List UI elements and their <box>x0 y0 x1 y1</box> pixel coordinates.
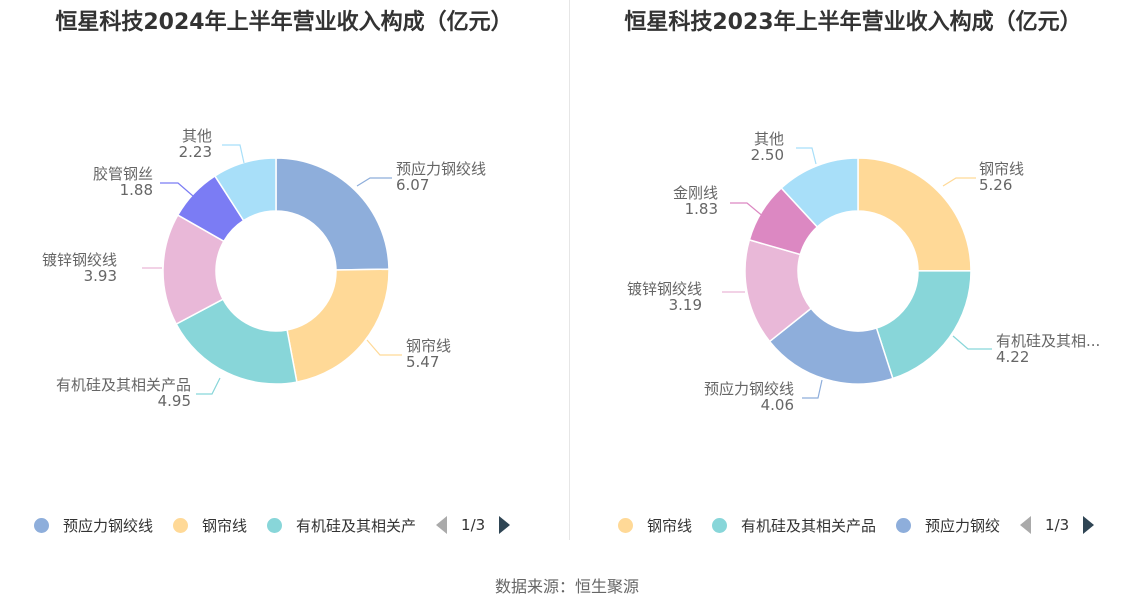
data-source: 数据来源：恒生聚源 <box>494 577 639 596</box>
slice-value-label: 5.26 <box>979 176 1012 194</box>
legend-page-indicator: 1/3 <box>461 516 486 534</box>
legend-marker-icon <box>173 517 189 533</box>
slice-label: 镀锌钢绞线 <box>42 251 117 269</box>
pie-slice[interactable] <box>780 157 859 228</box>
legend-label: 钢帘线 <box>202 516 248 535</box>
legend-marker-icon <box>34 517 49 533</box>
legend-label: 预应力钢绞线 <box>63 516 154 535</box>
legend-item[interactable]: 钢帘线 <box>618 515 692 536</box>
label-leader-line <box>796 147 817 165</box>
slice-value-label: 5.47 <box>406 353 439 371</box>
legend-label: 有机硅及其相关产品 <box>741 516 877 535</box>
slice-value-label: 4.95 <box>158 392 191 410</box>
label-leader-line <box>356 177 392 187</box>
next-page-icon[interactable] <box>499 516 511 534</box>
chart-title: 恒星科技2023年上半年营业收入构成（亿元） <box>624 10 1082 35</box>
label-leader-line <box>802 379 823 399</box>
legend-pager: 1/3 <box>436 516 511 534</box>
pie-slice[interactable] <box>275 157 390 271</box>
legend-item[interactable]: 预应力钢绞 <box>896 515 1000 536</box>
legend-item[interactable]: 预应力钢绞线 <box>34 515 153 536</box>
legend: 预应力钢绞线 钢帘线 有机硅及其相关产 1/3 <box>0 512 602 538</box>
chart-title: 恒星科技2024年上半年营业收入构成（亿元） <box>55 10 513 35</box>
legend-marker-icon <box>618 517 633 533</box>
slice-value-label: 1.88 <box>120 181 153 199</box>
slice-label: 其他 <box>754 130 784 148</box>
slice-label: 镀锌钢绞线 <box>627 280 702 298</box>
slice-value-label: 4.22 <box>996 348 1029 366</box>
slice-label: 钢帘线 <box>979 160 1024 178</box>
legend-pager: 1/3 <box>1020 516 1095 534</box>
label-leader-line <box>730 202 766 219</box>
slice-value-label: 1.83 <box>685 200 718 218</box>
label-leader-line <box>160 182 194 197</box>
slice-value-label: 4.06 <box>761 396 794 414</box>
legend-marker-icon <box>267 517 283 533</box>
slice-value-label: 2.50 <box>751 146 784 164</box>
slice-value-label: 3.19 <box>669 296 702 314</box>
pie-slice[interactable] <box>213 157 277 222</box>
label-leader-line <box>942 177 976 187</box>
slice-label: 预应力钢绞线 <box>704 380 794 398</box>
slice-label: 其他 <box>182 127 212 145</box>
slice-label: 预应力钢绞线 <box>396 160 486 178</box>
legend-label: 钢帘线 <box>647 516 693 535</box>
legend-item[interactable]: 有机硅及其相关产 <box>267 515 416 536</box>
legend-label: 有机硅及其相关产 <box>296 516 417 535</box>
pie-slice[interactable] <box>857 157 972 272</box>
legend-item[interactable]: 钢帘线 <box>173 515 247 536</box>
slice-label: 钢帘线 <box>406 337 451 355</box>
legend-item[interactable]: 有机硅及其相关产品 <box>712 515 876 536</box>
prev-page-icon[interactable] <box>436 516 448 534</box>
slice-label: 金刚线 <box>673 184 718 202</box>
legend-page-indicator: 1/3 <box>1045 516 1070 534</box>
legend-label: 预应力钢绞 <box>925 516 1001 535</box>
chart-panel-2024: 恒星科技2024年上半年营业收入构成（亿元） 预应力钢绞线 6.07 钢帘线 5.47… <box>0 0 568 545</box>
prev-page-icon[interactable] <box>1020 516 1032 534</box>
label-leader-line <box>952 335 992 350</box>
pie-slice[interactable] <box>875 270 972 380</box>
legend-marker-icon <box>896 517 912 533</box>
slice-label: 有机硅及其相... <box>996 332 1100 350</box>
slice-label: 胶管钢丝 <box>93 165 153 183</box>
pie-slice[interactable] <box>286 268 390 383</box>
next-page-icon[interactable] <box>1083 516 1095 534</box>
slice-value-label: 2.23 <box>179 143 212 161</box>
slice-value-label: 6.07 <box>396 176 429 194</box>
panel-divider <box>569 0 570 540</box>
legend-marker-icon <box>712 517 728 533</box>
label-leader-line <box>196 377 221 395</box>
chart-panel-2023: 恒星科技2023年上半年营业收入构成（亿元） 钢帘线 5.26 有机硅及其相... 4… <box>572 0 1134 545</box>
label-leader-line <box>366 339 402 356</box>
slice-value-label: 3.93 <box>84 267 117 285</box>
slice-label: 有机硅及其相关产品 <box>56 376 191 394</box>
label-leader-line <box>222 144 245 164</box>
legend: 钢帘线 有机硅及其相关产品 预应力钢绞 1/3 <box>572 512 1134 538</box>
pie-slice[interactable] <box>175 298 298 385</box>
